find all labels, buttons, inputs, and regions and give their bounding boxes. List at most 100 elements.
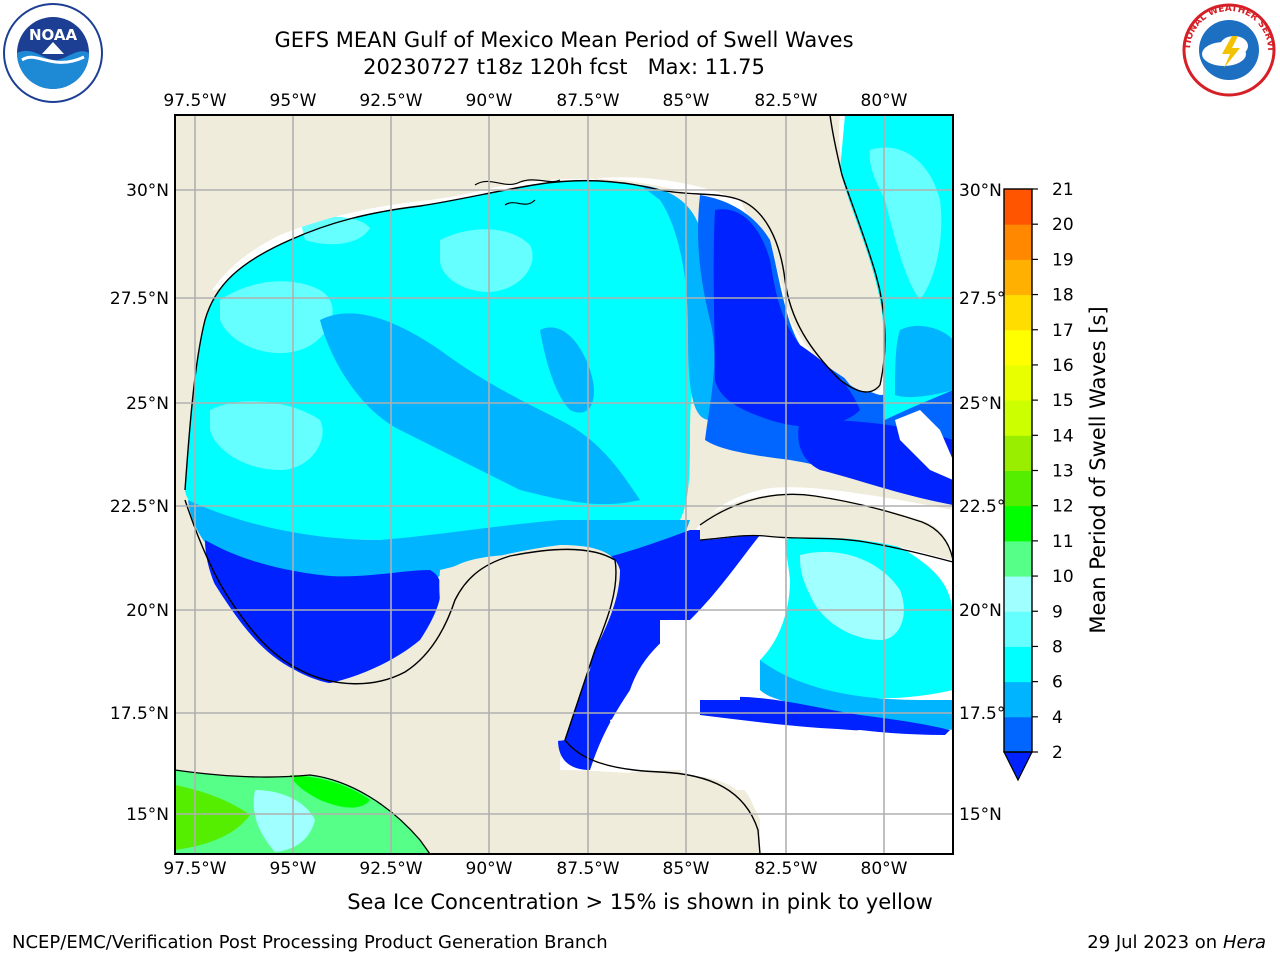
nodata-straits (895, 410, 953, 480)
colorbar-segment (1004, 505, 1032, 542)
colorbar: 2 4 6 8 9 10 11 12 13 14 15 16 17 18 19 20 21 (1003, 180, 1074, 782)
sea-ice-note: Sea Ice Concentration > 15% is shown in … (347, 890, 933, 914)
colorbar-tick-label: 8 (1052, 637, 1063, 657)
lat-label-left: 25°N (126, 394, 169, 414)
chart-title: GEFS MEAN Gulf of Mexico Mean Period of … (274, 28, 854, 52)
colorbar-tick-label: 14 (1052, 426, 1074, 446)
colorbar-segment (1004, 716, 1032, 753)
field-gulf-band-1 (320, 313, 640, 505)
coastline-yucatan (564, 559, 761, 854)
colorbar-segment (1004, 435, 1032, 471)
lon-label-bottom: 95°W (270, 859, 317, 879)
colorbar-segment (1004, 611, 1032, 647)
field-gulf-band-2 (540, 327, 594, 413)
lat-label-right: 20°N (959, 601, 1002, 621)
lon-label-bottom: 90°W (466, 859, 513, 879)
colorbar-segment (1004, 540, 1032, 577)
lat-label-right: 15°N (959, 805, 1002, 825)
colorbar-tick-label: 13 (1052, 462, 1074, 482)
colorbar-segment (1004, 681, 1032, 718)
colorbar-tick-label: 15 (1052, 391, 1074, 411)
date-text: 29 Jul 2023 on (1087, 932, 1223, 953)
lon-label-top: 82.5°W (754, 91, 817, 111)
land-yucatan (439, 545, 620, 741)
colorbar-extend (1003, 751, 1033, 782)
lon-label-bottom: 80°W (861, 859, 908, 879)
field-pacific-cyan (253, 790, 315, 852)
lat-label-left: 15°N (126, 805, 169, 825)
lon-label-top: 95°W (270, 91, 317, 111)
colorbar-tick-label: 12 (1052, 497, 1074, 517)
field-atlantic-band (895, 325, 953, 398)
lat-label-left: 22.5°N (110, 497, 169, 517)
lon-label-top: 97.5°W (163, 91, 226, 111)
colorbar-tick-label: 16 (1052, 356, 1074, 376)
field-gulf-light-1 (220, 281, 333, 354)
land-texas (175, 115, 750, 490)
colorbar-segment (1004, 329, 1032, 366)
lat-label-left: 20°N (126, 601, 169, 621)
lon-label-top: 85°W (663, 91, 710, 111)
field-pacific-green2 (290, 775, 370, 808)
land-cuba (700, 493, 953, 560)
nodata-caribbean-2 (610, 710, 760, 790)
field-gulf-light-2 (210, 401, 323, 470)
colorbar-segment (1004, 259, 1032, 296)
lat-label-right: 25°N (959, 394, 1002, 414)
field-caribbean-deep2 (700, 696, 950, 735)
colorbar-tick-label: 4 (1052, 708, 1063, 728)
lat-label-right: 30°N (959, 181, 1002, 201)
colorbar-tick-label: 11 (1052, 532, 1074, 552)
nws-logo: NATIONAL WEATHER SERVICE (1178, 2, 1276, 97)
lon-label-bottom: 85°W (663, 859, 710, 879)
host-name: Hera (1222, 932, 1266, 953)
coastline-louisiana (474, 179, 561, 206)
field-caribbean-light (800, 551, 904, 640)
colorbar-tick-label: 9 (1052, 602, 1063, 622)
colorbar-tick-label: 18 (1052, 286, 1074, 306)
land-central-america (380, 770, 760, 854)
colorbar-tick-label: 20 (1052, 215, 1074, 235)
lon-label-bottom: 92.5°W (359, 859, 422, 879)
svg-text:NOAA: NOAA (29, 26, 78, 44)
field-east-deep (713, 209, 860, 427)
lon-label-bottom: 97.5°W (163, 859, 226, 879)
gulf-water (180, 115, 953, 854)
chart-subtitle: 20230727 t18z 120h fcst Max: 11.75 (363, 55, 765, 79)
colorbar-segment (1004, 576, 1032, 612)
land-florida (790, 115, 953, 392)
lon-label-top: 87.5°W (556, 91, 619, 111)
nodata-caribbean-3 (760, 730, 953, 854)
graticule (175, 115, 953, 854)
date-line: 29 Jul 2023 on Hera (1087, 932, 1266, 953)
lat-label-left: 27.5°N (110, 289, 169, 309)
lon-label-top: 80°W (861, 91, 908, 111)
noaa-logo: NOAA (3, 3, 103, 103)
coastline-florida-east (829, 115, 886, 386)
field-gulf-light-3 (440, 229, 533, 292)
colorbar-segment (1004, 364, 1032, 401)
colorbar-tick-label: 2 (1052, 743, 1063, 763)
lat-label-left: 30°N (126, 181, 169, 201)
lon-label-top: 92.5°W (359, 91, 422, 111)
lon-label-bottom: 82.5°W (754, 859, 817, 879)
map-frame (174, 114, 954, 855)
coastline-mexico (184, 499, 616, 685)
colorbar-tick-label: 21 (1052, 180, 1074, 200)
colorbar-segment (1004, 470, 1032, 507)
colorbar-tick-label: 6 (1052, 673, 1063, 693)
colorbar-segment (1004, 189, 1032, 225)
colorbar-tick-label: 19 (1052, 250, 1074, 270)
field-gulf-light-4 (300, 216, 370, 245)
field-pacific-lime (175, 785, 250, 850)
land-mexico-south (175, 520, 460, 769)
coastline-cuba (699, 493, 953, 563)
colorbar-segment (1004, 646, 1032, 683)
field-atlantic-light (869, 147, 942, 300)
colorbar-tick-label: 10 (1052, 567, 1074, 587)
colorbar-segment (1004, 400, 1032, 436)
coastline-pacific (175, 769, 431, 854)
colorbar-tick-label: 17 (1052, 321, 1074, 341)
colorbar-segment (1004, 224, 1032, 260)
